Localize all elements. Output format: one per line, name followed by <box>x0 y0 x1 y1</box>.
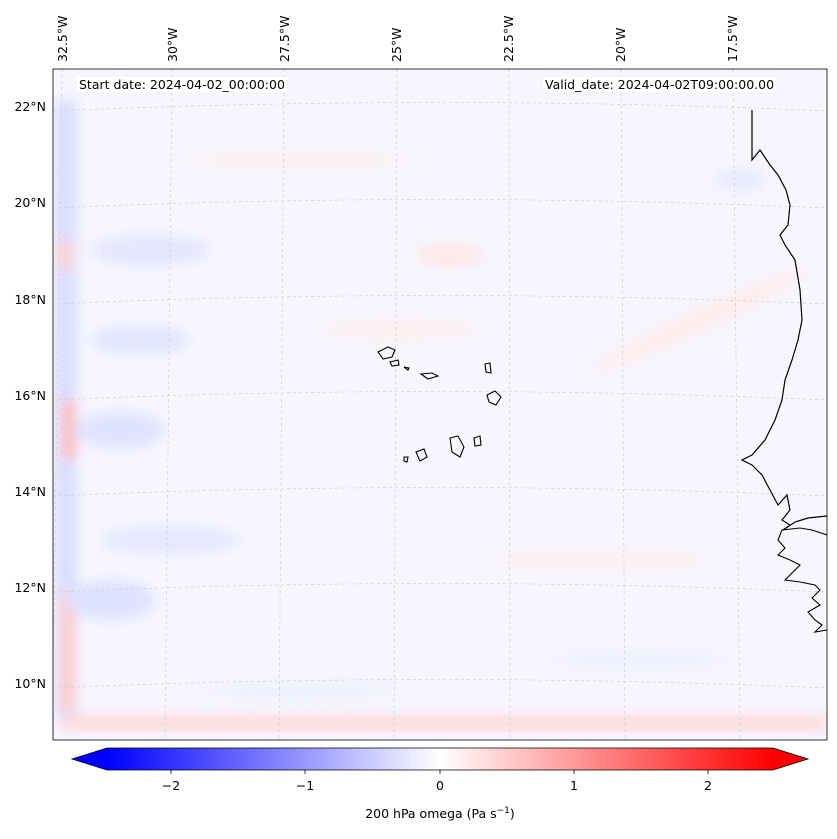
colorbar-tick-label: 1 <box>570 778 578 793</box>
colorbar-title: 200 hPa omega (Pa s−1) <box>0 806 837 821</box>
lon-label: 22.5°W <box>501 16 516 62</box>
start-date-label: Start date: 2024-04-02_00:00:00 <box>77 77 287 92</box>
lat-label: 16°N <box>14 388 46 403</box>
africa-coastline <box>740 110 827 531</box>
cabo-verde-islands <box>377 346 502 463</box>
lat-label: 12°N <box>14 580 46 595</box>
lon-label: 20°W <box>613 27 628 62</box>
colorbar-title-text: 200 hPa omega (Pa s <box>365 806 497 822</box>
lat-label: 10°N <box>14 676 46 691</box>
colorbar-extend-max <box>773 748 808 770</box>
lon-label: 30°W <box>165 27 180 62</box>
lon-label: 27.5°W <box>277 16 292 62</box>
colorbar-extend-min <box>72 748 107 770</box>
colorbar-tick-label: 0 <box>436 778 444 793</box>
lat-label: 20°N <box>14 195 46 210</box>
longitude-labels: 32.5°W 30°W 27.5°W 25°W 22.5°W 20°W 17.5… <box>55 16 740 62</box>
colorbar-gradient <box>107 748 773 770</box>
colorbar-tick-label: 2 <box>704 778 712 793</box>
colorbar-tick-label: −2 <box>162 778 180 793</box>
colorbar-title-close: ) <box>509 806 515 822</box>
lon-label: 17.5°W <box>725 16 740 62</box>
latitude-labels: 22°N 20°N 18°N 16°N 14°N 12°N 10°N <box>14 99 46 691</box>
colorbar: −2 −1 0 1 2 <box>70 747 810 793</box>
lat-label: 18°N <box>14 292 46 307</box>
lat-label: 14°N <box>14 484 46 499</box>
lat-label: 22°N <box>14 99 46 114</box>
lon-label: 25°W <box>389 27 404 62</box>
colorbar-outline <box>70 747 810 771</box>
colorbar-title-exponent: −1 <box>496 806 510 816</box>
map-frame <box>52 68 828 741</box>
graticule <box>53 69 827 740</box>
omega-field <box>53 69 827 740</box>
valid-date-label: Valid_date: 2024-04-02T09:00:00.00 <box>543 77 777 92</box>
senegal-gambia-coast <box>777 527 827 633</box>
lon-label: 32.5°W <box>55 16 70 62</box>
colorbar-tick-label: −1 <box>296 778 314 793</box>
